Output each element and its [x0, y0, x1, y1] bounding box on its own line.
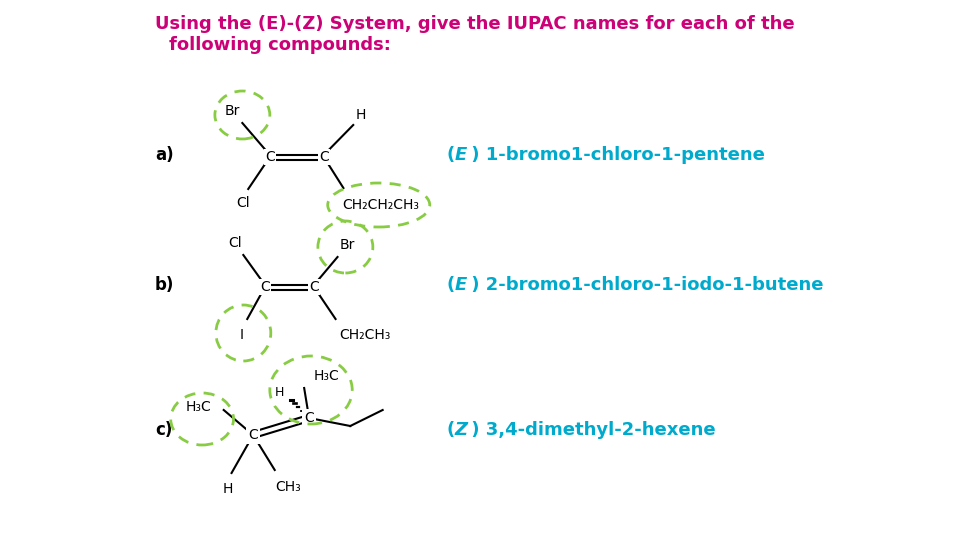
- Text: a): a): [155, 146, 174, 164]
- Text: ) 1-bromo1-chloro-1-pentene: ) 1-bromo1-chloro-1-pentene: [465, 146, 765, 164]
- Text: c): c): [155, 421, 173, 439]
- Text: H: H: [356, 108, 367, 122]
- Text: CH₂CH₂CH₃: CH₂CH₂CH₃: [342, 198, 420, 212]
- Text: C: C: [309, 280, 319, 294]
- Text: H₃C: H₃C: [185, 400, 211, 414]
- Text: CH₃: CH₃: [276, 480, 301, 494]
- Text: C: C: [265, 150, 275, 164]
- Text: H₃C: H₃C: [314, 369, 340, 383]
- Text: b): b): [155, 276, 175, 294]
- Text: C: C: [249, 428, 258, 442]
- Text: H: H: [275, 386, 284, 399]
- Text: C: C: [319, 150, 328, 164]
- Text: C: C: [260, 280, 270, 294]
- Text: H: H: [223, 482, 233, 496]
- Text: ) 2-bromo1-chloro-1-iodo-1-butene: ) 2-bromo1-chloro-1-iodo-1-butene: [465, 276, 824, 294]
- Text: E: E: [454, 146, 467, 164]
- Text: Br: Br: [225, 104, 240, 118]
- Text: E: E: [454, 276, 467, 294]
- Text: (: (: [446, 146, 455, 164]
- Text: Cl: Cl: [236, 196, 251, 210]
- Text: I: I: [239, 328, 244, 342]
- Text: Cl: Cl: [228, 236, 242, 250]
- Text: C: C: [304, 411, 314, 425]
- Text: CH₂CH₃: CH₂CH₃: [339, 328, 391, 342]
- Text: (: (: [446, 421, 455, 439]
- Text: (: (: [446, 276, 455, 294]
- Text: Using the (E)-(Z) System, give the IUPAC names for each of the: Using the (E)-(Z) System, give the IUPAC…: [155, 15, 795, 33]
- Text: ) 3,4-dimethyl-2-hexene: ) 3,4-dimethyl-2-hexene: [465, 421, 716, 439]
- Text: following compounds:: following compounds:: [169, 36, 391, 54]
- Text: Br: Br: [340, 238, 355, 252]
- Text: Z: Z: [454, 421, 468, 439]
